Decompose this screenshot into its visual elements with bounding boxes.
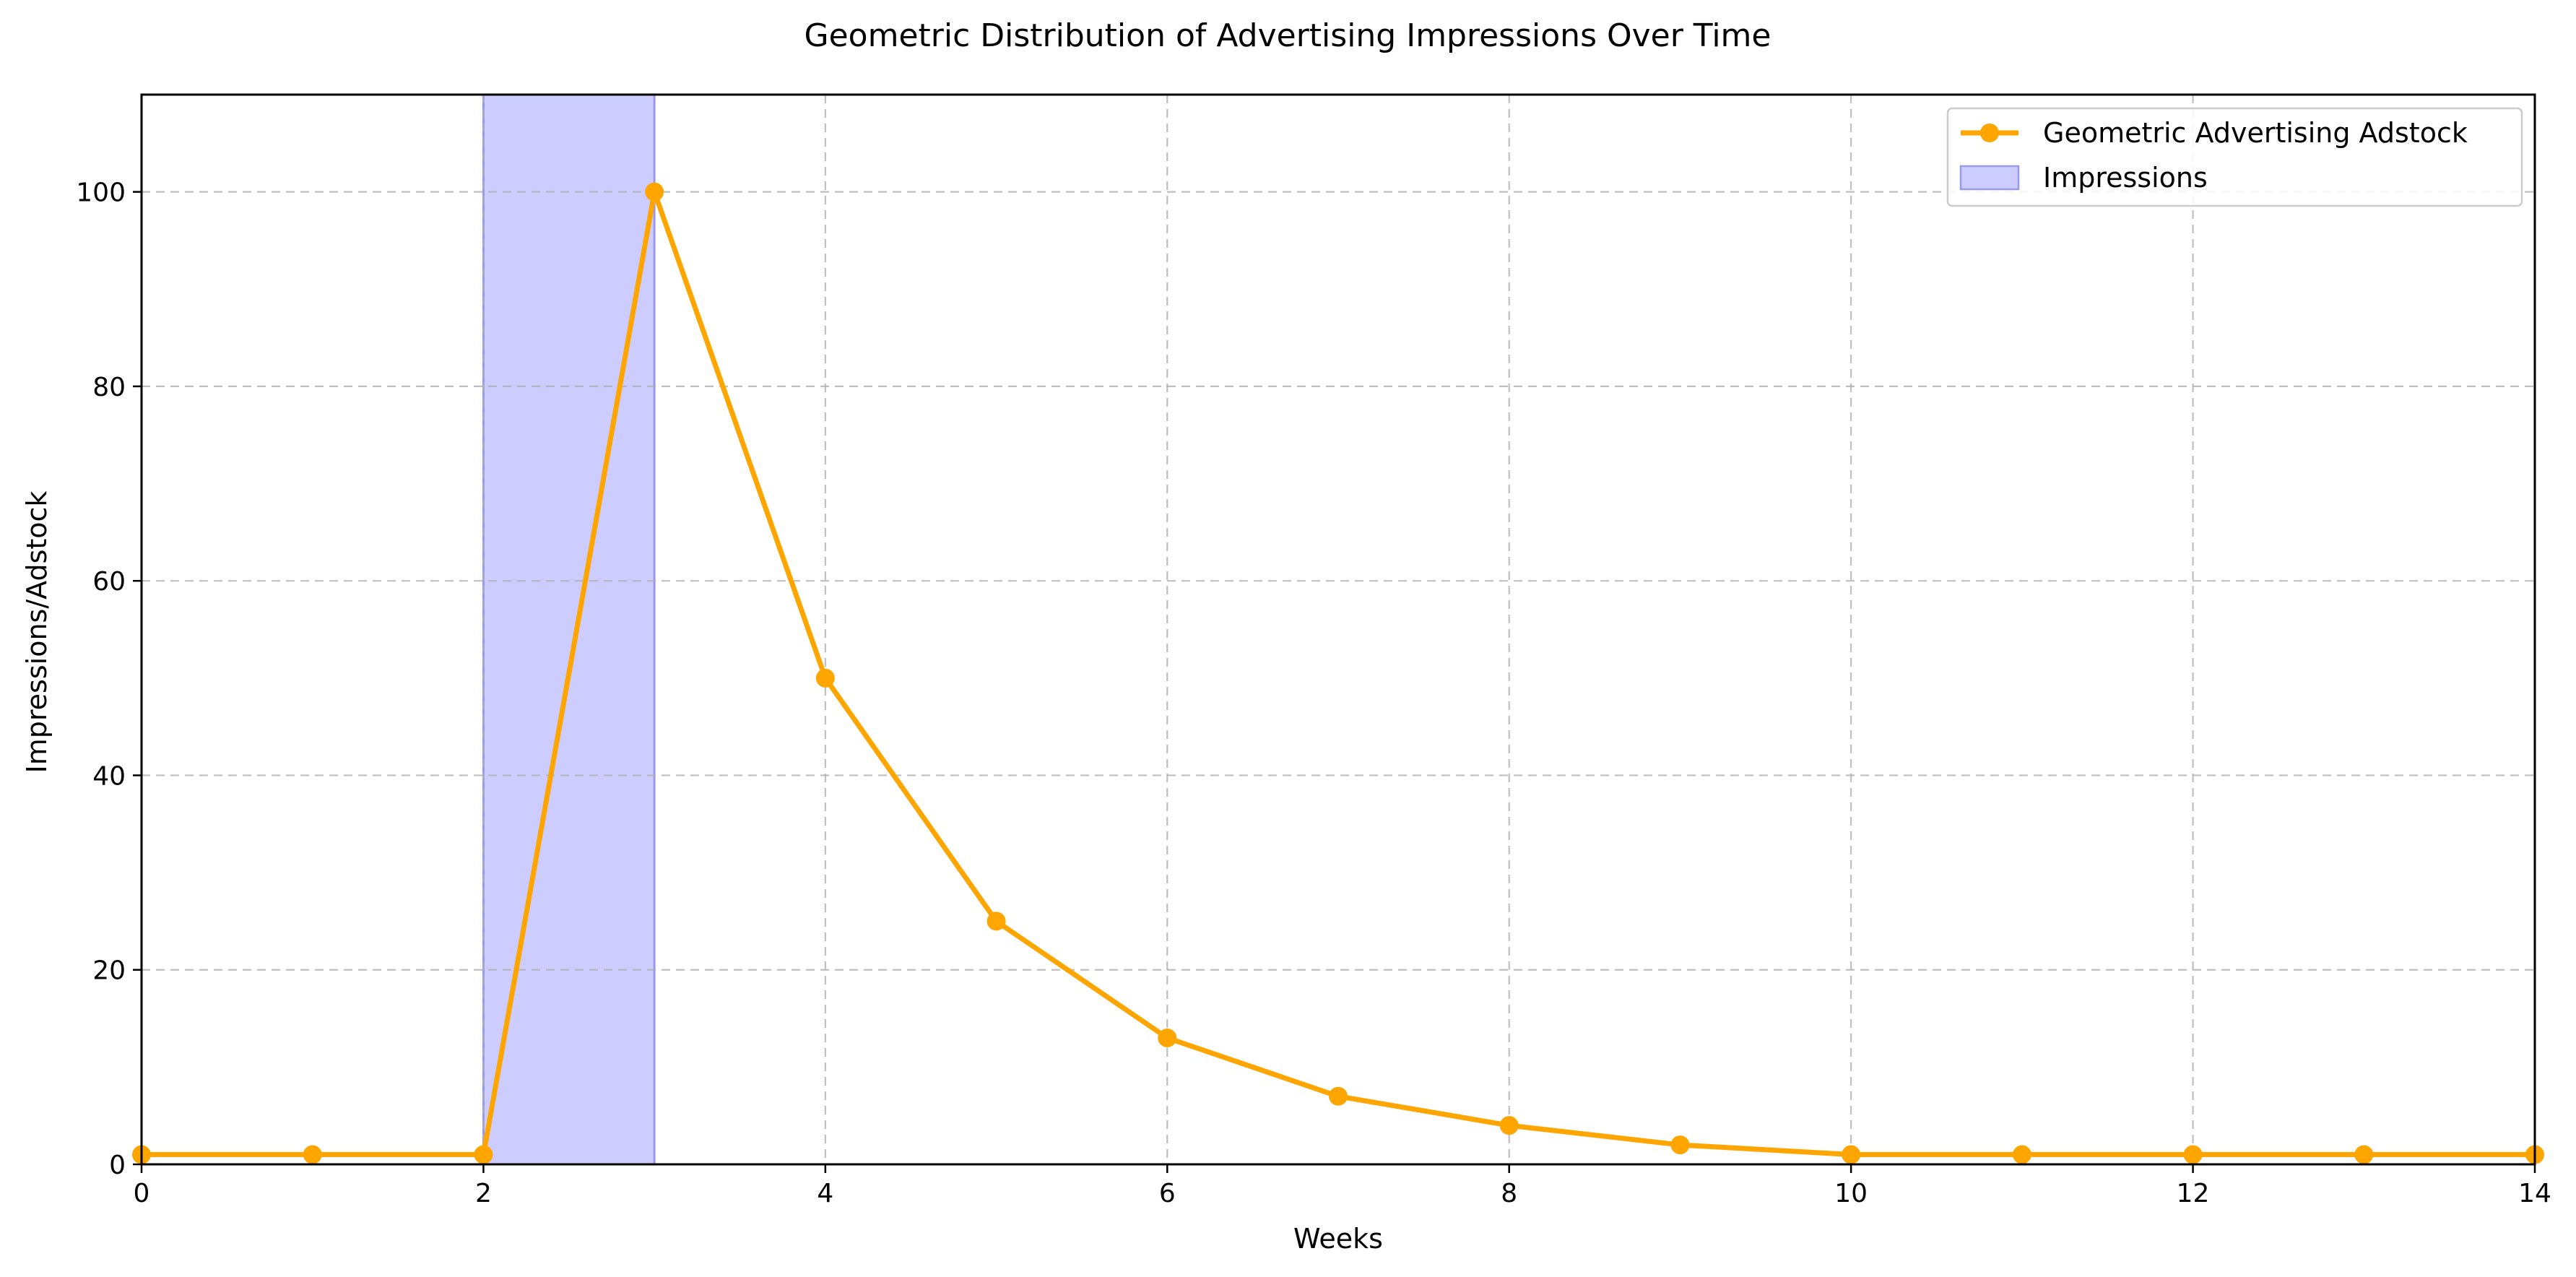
adstock-point: [1329, 1086, 1348, 1106]
x-tick-label: 8: [1501, 1179, 1517, 1208]
y-tick-label: 20: [92, 956, 126, 986]
x-tick-label: 4: [817, 1179, 833, 1208]
x-tick-label: 10: [1834, 1179, 1868, 1208]
adstock-point: [1499, 1116, 1519, 1135]
y-tick-label: 40: [92, 761, 126, 791]
x-tick-label: 14: [2518, 1179, 2551, 1208]
legend-label-impressions: Impressions: [2043, 162, 2208, 194]
legend-span-swatch: [1959, 165, 2020, 191]
chart-title: Geometric Distribution of Advertising Im…: [805, 17, 1771, 54]
adstock-point: [815, 668, 835, 688]
adstock-point: [2183, 1145, 2203, 1164]
legend-marker-swatch: [1980, 124, 1999, 142]
y-tick-label: 80: [92, 373, 126, 402]
adstock-point: [1158, 1028, 1177, 1047]
legend: Geometric Advertising Adstock Impressions: [1946, 107, 2523, 207]
x-tick-label: 12: [2177, 1179, 2210, 1208]
adstock-point: [1842, 1145, 1861, 1164]
plot-area: 0 2 4 6 8 10 12 14 0 20 40 60 80 100 Geometric Adverti…: [76, 93, 2551, 1208]
x-tick-label: 2: [475, 1179, 492, 1208]
adstock-point: [303, 1145, 322, 1164]
plot-frame: [140, 93, 2536, 1166]
y-tick-label: 0: [109, 1151, 126, 1180]
x-tick-label: 6: [1159, 1179, 1176, 1208]
legend-label-adstock: Geometric Advertising Adstock: [2043, 117, 2468, 149]
x-axis-label: Weeks: [1293, 1223, 1383, 1255]
adstock-point: [986, 912, 1006, 931]
legend-frame: [1946, 107, 2523, 207]
adstock-point: [2012, 1145, 2031, 1164]
adstock-point: [2354, 1145, 2374, 1164]
adstock-point: [474, 1145, 493, 1164]
x-tick-label: 0: [134, 1179, 150, 1208]
y-axis-label: Impressions/Adstock: [21, 491, 53, 774]
adstock-point: [645, 182, 664, 202]
y-tick-label: 60: [92, 567, 126, 597]
y-tick-label: 100: [76, 178, 126, 208]
adstock-point: [1670, 1135, 1690, 1155]
